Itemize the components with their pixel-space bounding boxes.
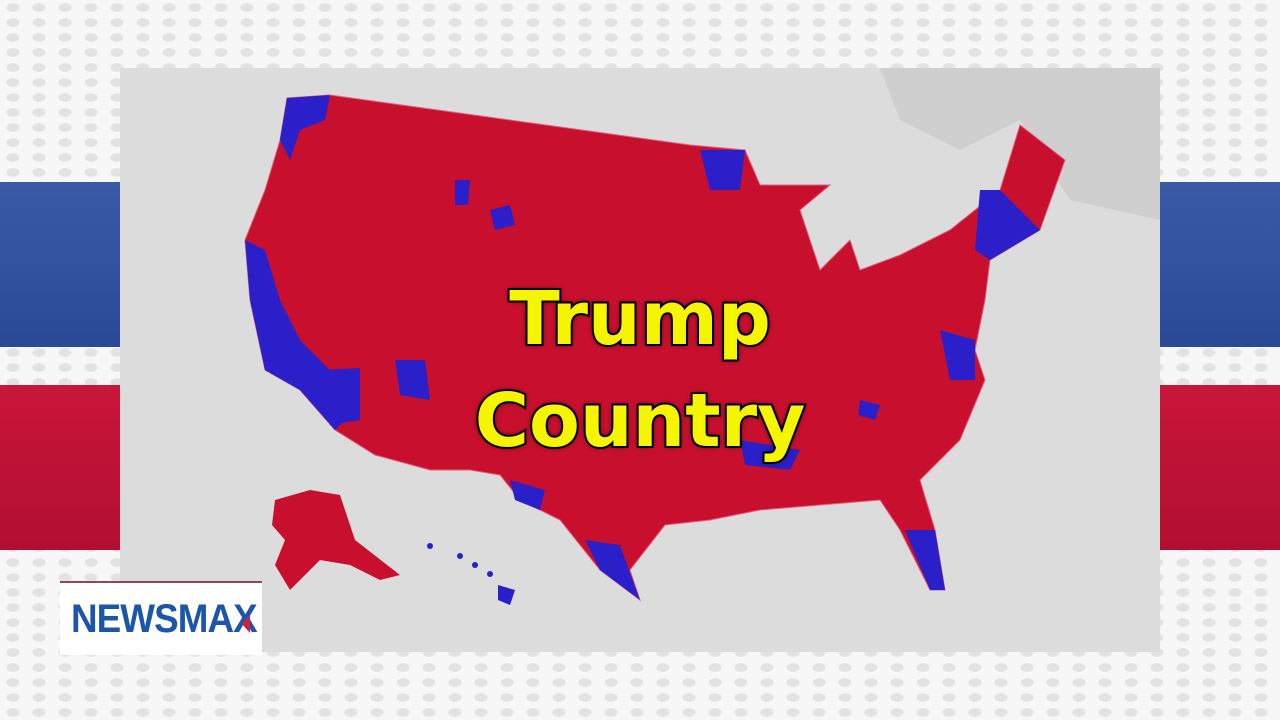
- democrat-counties: [245, 95, 1040, 600]
- county-election-map: [244, 68, 1160, 605]
- map-panel: [120, 68, 1160, 652]
- alaska: [272, 490, 400, 590]
- caption-line-2: Country: [473, 376, 808, 466]
- logo-red-mark-icon: [242, 615, 250, 633]
- headline-caption: Trump Country: [460, 268, 820, 472]
- newsmax-logo: NEWSMAX: [60, 581, 262, 655]
- logo-text: NEWSMAX: [71, 597, 258, 641]
- hawaii: [427, 543, 515, 605]
- land-canada: [880, 68, 1160, 220]
- caption-line-1: Trump: [507, 274, 773, 364]
